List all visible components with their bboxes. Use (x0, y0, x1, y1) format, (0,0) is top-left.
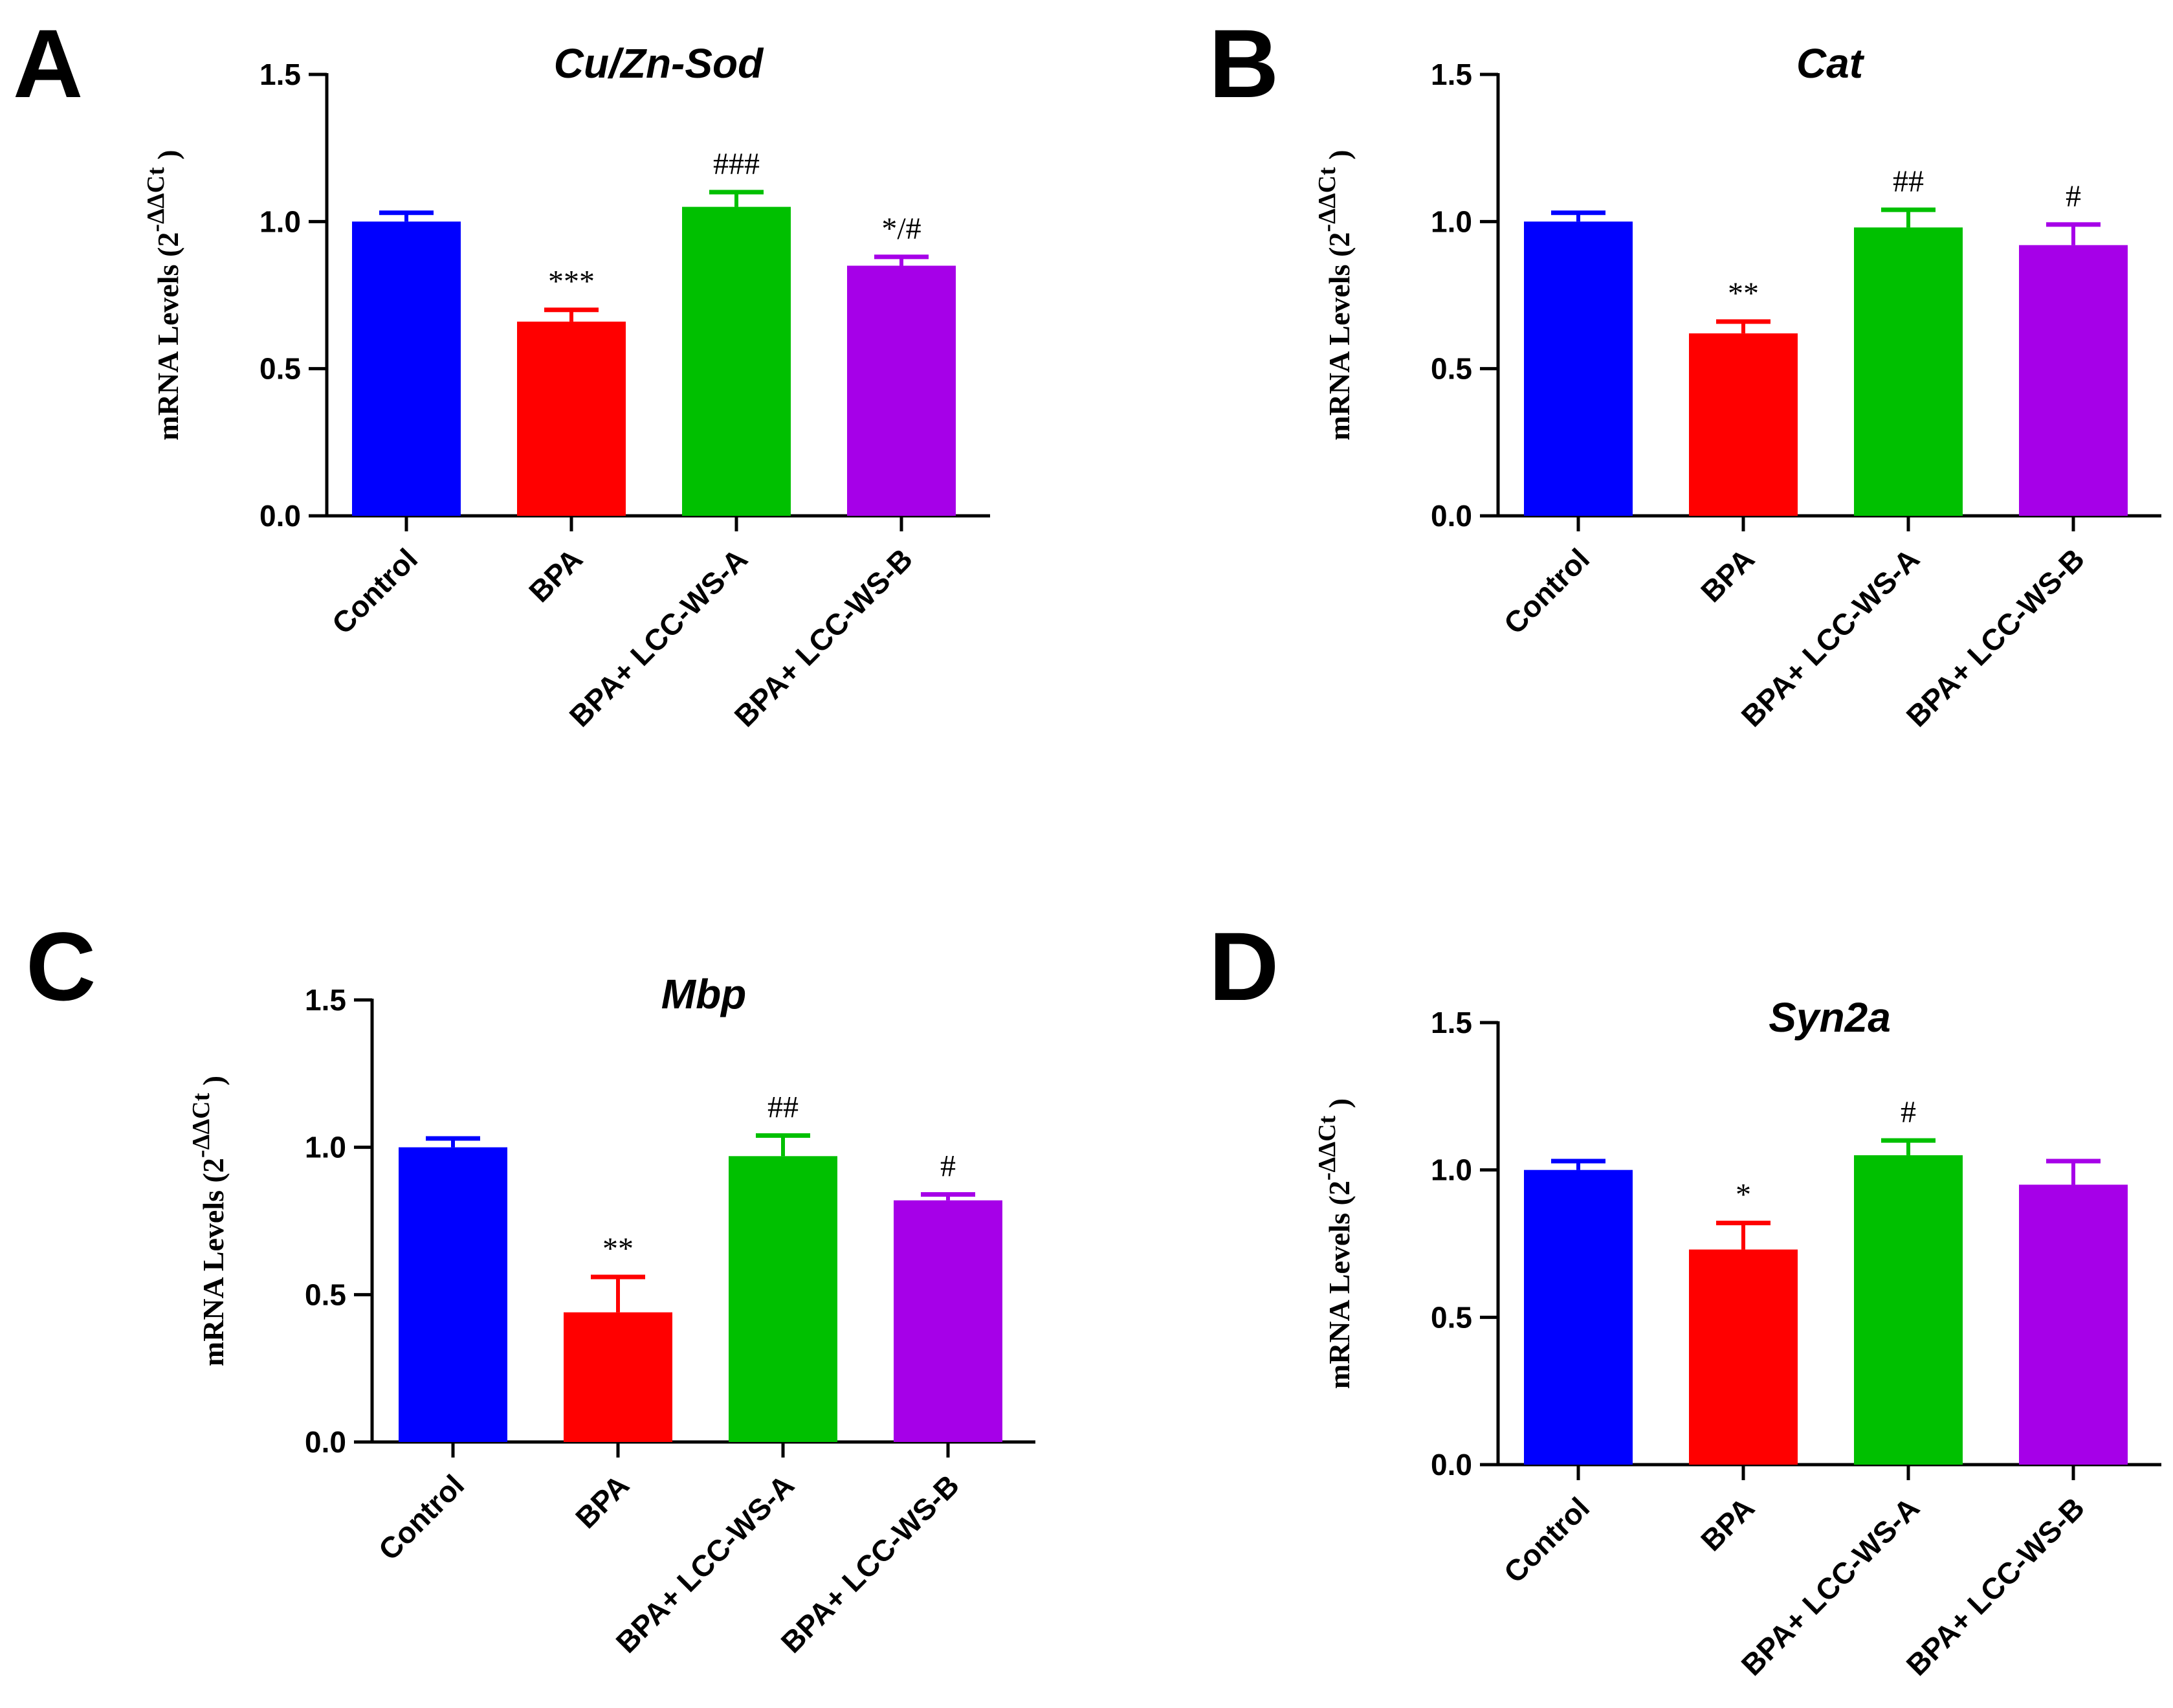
chart-4-category-label-2: BPA+ LCC-WS-A (1735, 1491, 1926, 1681)
chart-1-bar-1 (517, 321, 626, 516)
chart-3-y-tick-label-0: 0.0 (305, 1425, 346, 1459)
chart-4-significance-1: * (1736, 1178, 1751, 1212)
chart-2-significance-2: ## (1893, 164, 1924, 199)
chart-1-bar-2 (682, 206, 791, 516)
chart-3-y-tick-label-1: 0.5 (305, 1278, 346, 1311)
chart-2-bar-1 (1689, 333, 1798, 516)
chart-4-bar-0 (1524, 1170, 1633, 1465)
chart-4-y-tick-label-0: 0.0 (1431, 1448, 1472, 1481)
chart-3-significance-3: # (940, 1149, 956, 1184)
chart-2-category-label-3: BPA+ LCC-WS-B (1900, 542, 2091, 733)
chart-2-significance-3: # (2066, 179, 2081, 214)
chart-3-panel-letter: C (26, 912, 96, 1021)
chart-3-significance-1: ** (602, 1232, 634, 1266)
chart-1-panel-letter: A (13, 9, 83, 118)
chart-2-y-axis-label: mRNA Levels (2-ΔΔCt ) (1314, 150, 1356, 440)
chart-2-bar-0 (1524, 221, 1633, 516)
chart-2-title: Cat (1796, 40, 1865, 87)
chart-4-bar-3 (2019, 1184, 2128, 1465)
chart-4-significance-2: # (1901, 1095, 1916, 1129)
chart-1-significance-1: *** (548, 265, 595, 299)
chart-3-bar-1 (564, 1312, 672, 1442)
chart-1-category-label-2: BPA+ LCC-WS-A (563, 542, 754, 733)
chart-4-category-label-0: Control (1497, 1491, 1596, 1589)
chart-4-category-label-1: BPA (1694, 1491, 1761, 1557)
chart-2-category-label-2: BPA+ LCC-WS-A (1735, 542, 1926, 733)
chart-1-y-axis-label: mRNA Levels (2-ΔΔCt ) (142, 150, 184, 440)
chart-3-significance-2: ## (767, 1090, 799, 1124)
chart-1-y-tick-label-2: 1.0 (259, 205, 301, 238)
chart-3-y-tick-label-3: 1.5 (305, 983, 346, 1017)
chart-1-bar-0 (352, 221, 461, 516)
chart-2-category-label-1: BPA (1694, 542, 1761, 608)
chart-2-y-tick-label-0: 0.0 (1431, 499, 1472, 533)
chart-2-panel-letter: B (1209, 9, 1279, 118)
chart-3-y-axis-label: mRNA Levels (2-ΔΔCt ) (188, 1076, 230, 1366)
chart-1-significance-3: */# (881, 212, 921, 246)
chart-3-y-tick-label-2: 1.0 (305, 1131, 346, 1164)
chart-4-y-axis-label: mRNA Levels (2-ΔΔCt ) (1314, 1098, 1356, 1389)
chart-4-bar-2 (1854, 1155, 1963, 1465)
chart-3-bar-3 (894, 1200, 1002, 1442)
chart-1-y-tick-label-1: 0.5 (259, 352, 301, 386)
chart-1-category-label-0: Control (325, 542, 424, 640)
chart-3-category-label-2: BPA+ LCC-WS-A (610, 1468, 800, 1659)
chart-3-category-label-0: Control (372, 1468, 470, 1566)
chart-1-category-label-3: BPA+ LCC-WS-B (728, 542, 919, 733)
chart-2-y-tick-label-2: 1.0 (1431, 205, 1472, 238)
chart-3-category-label-1: BPA (569, 1468, 635, 1535)
chart-2-bar-2 (1854, 227, 1963, 516)
chart-1-significance-2: ### (713, 147, 760, 181)
chart-4-y-tick-label-2: 1.0 (1431, 1153, 1472, 1187)
chart-4-bar-1 (1689, 1249, 1798, 1465)
chart-4-category-label-3: BPA+ LCC-WS-B (1900, 1491, 2091, 1681)
chart-1-y-tick-label-3: 1.5 (259, 58, 301, 91)
chart-3-bar-0 (399, 1147, 507, 1442)
chart-1-y-tick-label-0: 0.0 (259, 499, 301, 533)
chart-2-y-tick-label-3: 1.5 (1431, 58, 1472, 91)
chart-1-title: Cu/Zn-Sod (554, 40, 764, 87)
chart-2-bar-3 (2019, 245, 2128, 516)
chart-2-y-tick-label-1: 0.5 (1431, 352, 1472, 386)
chart-4-y-tick-label-3: 1.5 (1431, 1006, 1472, 1039)
chart-3-bar-2 (729, 1156, 837, 1442)
chart-4-title: Syn2a (1769, 994, 1891, 1041)
chart-2-category-label-0: Control (1497, 542, 1596, 640)
chart-1-category-label-1: BPA (522, 542, 589, 608)
chart-3-category-label-3: BPA+ LCC-WS-B (775, 1468, 965, 1659)
chart-1-bar-3 (847, 265, 956, 516)
chart-4-y-tick-label-1: 0.5 (1431, 1300, 1472, 1334)
chart-3-title: Mbp (661, 971, 747, 1017)
chart-4-panel-letter: D (1209, 912, 1279, 1021)
chart-2-significance-1: ** (1728, 276, 1759, 311)
